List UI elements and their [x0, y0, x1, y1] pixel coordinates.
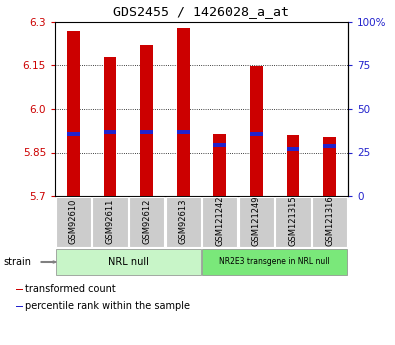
Text: percentile rank within the sample: percentile rank within the sample: [25, 301, 190, 311]
Bar: [287, 135, 299, 196]
Bar: [67, 132, 80, 136]
Text: transformed count: transformed count: [25, 284, 116, 294]
Bar: [177, 130, 190, 134]
Bar: [250, 66, 263, 196]
Text: GSM92610: GSM92610: [69, 198, 78, 244]
Bar: [103, 130, 117, 134]
Bar: [103, 57, 117, 196]
Text: NR2E3 transgene in NRL null: NR2E3 transgene in NRL null: [219, 257, 330, 266]
Text: GSM92613: GSM92613: [179, 198, 188, 244]
Bar: [166, 197, 201, 247]
Bar: [323, 137, 336, 196]
Bar: [56, 249, 201, 275]
Bar: [177, 28, 190, 196]
Bar: [239, 197, 274, 247]
Text: GSM121315: GSM121315: [289, 196, 297, 246]
Bar: [15, 306, 23, 307]
Bar: [140, 45, 153, 196]
Bar: [275, 197, 310, 247]
Text: strain: strain: [3, 257, 31, 267]
Text: GSM121242: GSM121242: [215, 196, 224, 246]
Text: NRL null: NRL null: [108, 257, 149, 267]
Bar: [323, 144, 336, 148]
Bar: [213, 134, 226, 196]
Title: GDS2455 / 1426028_a_at: GDS2455 / 1426028_a_at: [113, 5, 290, 18]
Bar: [213, 144, 226, 147]
Text: GSM92612: GSM92612: [142, 198, 151, 244]
Bar: [312, 197, 347, 247]
Bar: [67, 31, 80, 196]
Bar: [15, 289, 23, 290]
Bar: [56, 197, 91, 247]
Bar: [129, 197, 164, 247]
Text: GSM121249: GSM121249: [252, 196, 261, 246]
Bar: [92, 197, 128, 247]
Text: GSM92611: GSM92611: [105, 198, 115, 244]
Bar: [287, 147, 299, 151]
Bar: [140, 130, 153, 134]
Bar: [250, 132, 263, 136]
Bar: [202, 249, 347, 275]
Text: GSM121316: GSM121316: [325, 196, 334, 246]
Bar: [202, 197, 237, 247]
